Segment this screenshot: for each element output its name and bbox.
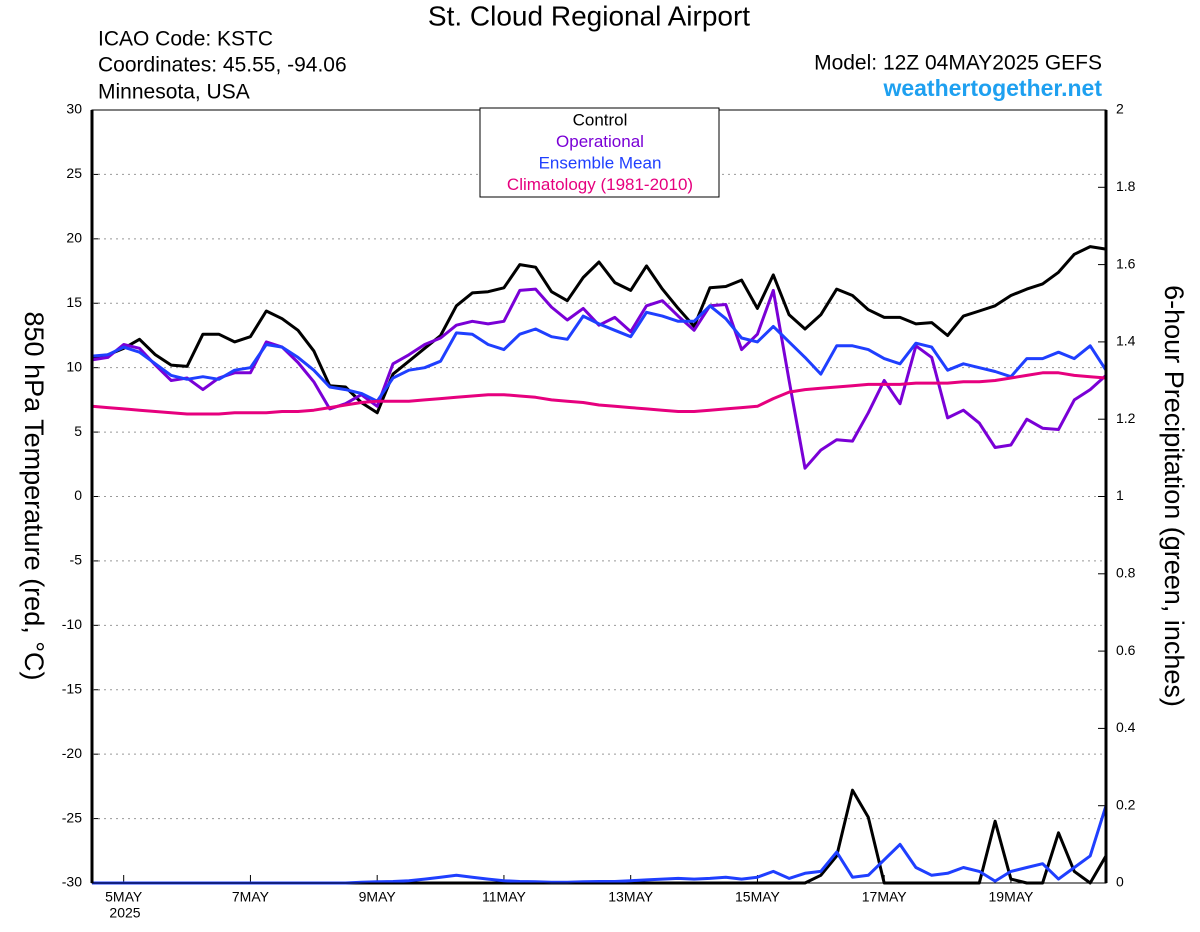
x-tick-label: 5MAY <box>105 889 143 905</box>
model-label: Model: 12Z 04MAY2025 GEFS <box>814 52 1102 75</box>
x-tick-label: 17MAY <box>862 889 908 905</box>
year-label: 2025 <box>109 905 140 921</box>
y-tick-label: -20 <box>62 745 82 761</box>
legend-entry: Ensemble Mean <box>539 153 662 172</box>
legend-entry: Control <box>573 110 628 129</box>
series-line <box>91 245 1107 415</box>
y2-tick-label: 0 <box>1116 874 1124 890</box>
y2-tick-label: 0.2 <box>1116 796 1136 812</box>
series-line <box>92 788 1108 885</box>
y-tick-label: 30 <box>66 101 82 117</box>
y-tick-label: 15 <box>66 294 82 310</box>
series-line <box>91 304 1108 403</box>
y-tick-label: -15 <box>62 680 82 696</box>
y2-tick-label: 1.2 <box>1116 410 1136 426</box>
y2-tick-label: 1 <box>1116 487 1124 503</box>
x-tick-label: 11MAY <box>482 889 526 905</box>
site-label: weathertogether.net <box>882 75 1102 101</box>
info-line: ICAO Code: KSTC <box>98 28 273 51</box>
x-tick-label: 9MAY <box>359 889 397 905</box>
y-tick-label: -5 <box>70 552 83 568</box>
x-tick-label: 15MAY <box>735 889 781 905</box>
series-line <box>91 287 1108 470</box>
series-line <box>91 371 1107 416</box>
y2-axis-label: 6-hour Precipitation (green, inches) <box>1159 285 1189 707</box>
chart-title: St. Cloud Regional Airport <box>428 0 750 31</box>
y-axis-label: 850 hPa Temperature (red, °C) <box>19 312 49 681</box>
y-tick-label: 25 <box>66 165 82 181</box>
y-tick-label: 0 <box>74 487 82 503</box>
legend-entry: Operational <box>556 132 644 151</box>
y2-tick-label: 0.8 <box>1116 565 1136 581</box>
y2-tick-label: 0.6 <box>1116 642 1136 658</box>
y-tick-label: -30 <box>62 874 82 890</box>
y2-tick-label: 1.8 <box>1116 178 1136 194</box>
series-line <box>92 805 1108 885</box>
y-tick-label: 20 <box>66 230 82 246</box>
info-line: Minnesota, USA <box>98 81 250 104</box>
y2-tick-label: 1.4 <box>1116 333 1136 349</box>
x-tick-label: 13MAY <box>608 889 654 905</box>
legend-box <box>479 107 720 198</box>
y2-tick-label: 0.4 <box>1116 719 1136 735</box>
legend-entry: Climatology (1981-2010) <box>507 175 693 194</box>
y-tick-label: -10 <box>62 616 82 632</box>
y2-tick-label: 2 <box>1116 101 1124 117</box>
y2-tick-label: 1.6 <box>1116 255 1136 271</box>
x-tick-label: 7MAY <box>232 889 270 905</box>
y-tick-label: -25 <box>62 809 82 825</box>
y-tick-label: 10 <box>66 358 82 374</box>
y-tick-label: 5 <box>74 423 82 439</box>
info-line: Coordinates: 45.55, -94.06 <box>98 54 347 77</box>
x-tick-label: 19MAY <box>989 889 1035 905</box>
plot-frame <box>91 109 1107 884</box>
